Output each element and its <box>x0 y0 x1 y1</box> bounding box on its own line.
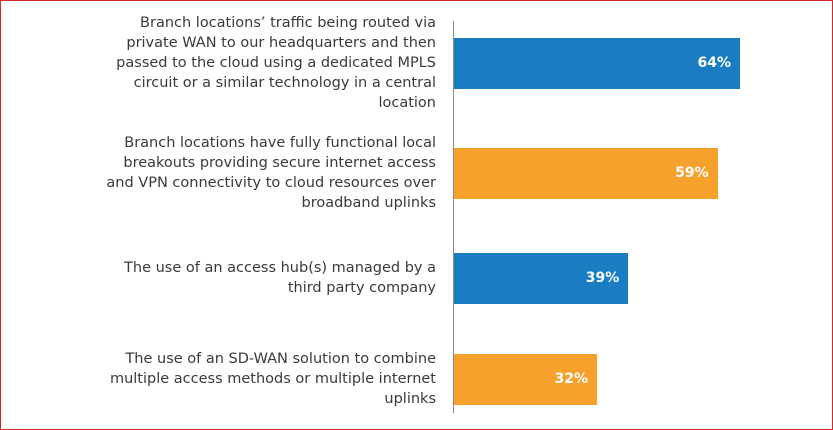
axis-line <box>453 21 454 413</box>
value-label: 59% <box>675 165 709 181</box>
bar: 59% <box>454 147 718 199</box>
category-label: Branch locations have fully functional l… <box>106 135 436 211</box>
category-label: Branch locations’ traffic being routed v… <box>116 15 436 111</box>
bar: 32% <box>454 353 597 405</box>
bar: 39% <box>454 252 629 304</box>
bar: 64% <box>454 37 740 89</box>
value-label: 64% <box>697 55 731 71</box>
value-label: 32% <box>554 371 588 387</box>
category-label: The use of an access hub(s) managed by a… <box>124 260 436 296</box>
value-label: 39% <box>585 270 620 286</box>
category-label: The use of an SD-WAN solution to combine… <box>109 351 436 407</box>
